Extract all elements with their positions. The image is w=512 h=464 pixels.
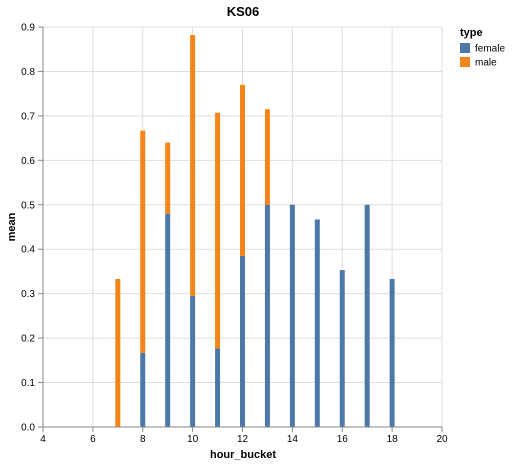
bar-male [140,130,146,353]
bar-female [264,204,270,427]
x-axis-title: hour_bucket [210,449,276,461]
chart-title: KS06 [227,4,260,19]
legend-label-male: male [475,58,497,69]
y-tick-label: 0.3 [21,289,35,300]
bar-female [389,279,395,427]
y-tick-label: 0.8 [21,67,35,78]
legend-swatch-male [460,57,470,67]
y-axis-title: mean [6,212,18,241]
bar-female [314,219,320,427]
y-tick-label: 0.1 [21,378,35,389]
x-tick-label: 12 [237,434,249,445]
bar-male [190,35,196,296]
bar-male [115,279,121,427]
legend-label-female: female [475,44,505,55]
y-tick-label: 0.2 [21,334,35,345]
bar-female [215,348,221,427]
x-tick-label: 8 [140,434,146,445]
y-tick-label: 0.6 [21,156,35,167]
bar-male [165,142,171,214]
bar-male [240,84,245,256]
y-tick-label: 0.7 [21,111,35,122]
bar-female [165,213,171,427]
bar-male [264,109,270,205]
y-tick-label: 0.5 [21,200,35,211]
x-tick-label: 16 [337,434,349,445]
x-tick-label: 18 [387,434,399,445]
bar-male [215,112,221,349]
x-tick-label: 20 [436,434,448,445]
bar-female [140,352,146,427]
x-tick-label: 14 [287,434,299,445]
bar-female [289,204,295,427]
y-tick-label: 0.0 [21,423,35,434]
legend-title: type [460,27,483,39]
bar-female [240,255,245,427]
legend: type female male [460,27,505,69]
legend-swatch-female [460,43,470,53]
y-tick-label: 0.9 [21,23,35,34]
bar-female [190,295,196,427]
x-tick-label: 6 [90,434,96,445]
bar-female [339,270,345,427]
y-tick-label: 0.4 [21,245,35,256]
bars [115,35,395,427]
x-tick-label: 4 [40,434,46,445]
x-tick-label: 10 [187,434,199,445]
axes: 4 6 8 10 12 14 16 18 20 0.0 0.1 0.2 0.3 0.4 0.5 0.6 0.7 0… [21,23,448,446]
bar-female [364,204,370,427]
